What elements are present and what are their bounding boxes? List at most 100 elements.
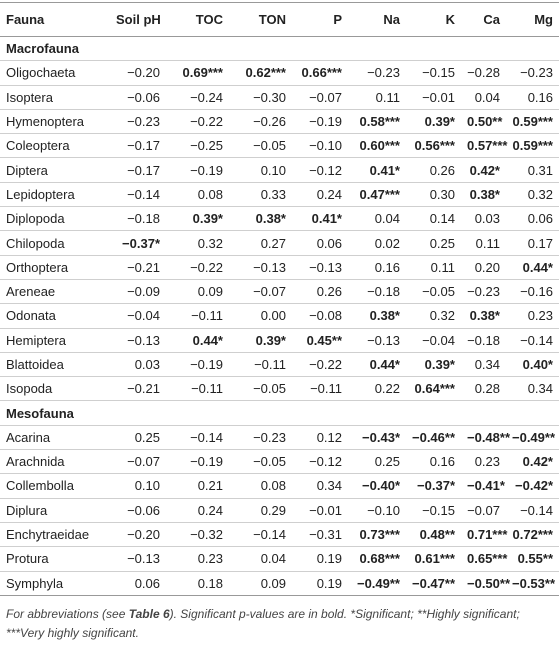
cell: 0.06	[110, 571, 166, 596]
cell: 0.11	[406, 255, 461, 280]
cell: 0.59***	[506, 133, 559, 159]
row-label: Areneae	[0, 279, 110, 305]
column-header: Mg	[506, 2, 559, 37]
row-label: Arachnida	[0, 449, 110, 475]
cell: 0.25	[110, 425, 166, 451]
data-row: Diptera −0.17 −0.19 0.10 −0.12 0.41* 0.26 0.42*…	[0, 157, 559, 183]
row-label: Isoptera	[0, 85, 110, 110]
data-row: Protura −0.13 0.23 0.04 0.19 0.68*** 0.61*** 0.…	[0, 546, 559, 572]
row-label: Isopoda	[0, 376, 110, 402]
footnote-text: For abbreviations (see	[6, 606, 129, 621]
cell: −0.23	[229, 425, 292, 451]
row-label: Oligochaeta	[0, 60, 110, 86]
cell: −0.47**	[406, 571, 461, 596]
cell: 0.44*	[166, 328, 229, 353]
cell: 0.10	[229, 157, 292, 183]
cell: 0.38*	[348, 303, 406, 329]
cell: −0.04	[406, 328, 461, 353]
cell: 0.23	[506, 303, 559, 329]
cell: −0.22	[166, 109, 229, 135]
cell: 0.69***	[166, 60, 229, 86]
cell: 0.44*	[348, 352, 406, 378]
cell: 0.42*	[461, 157, 506, 183]
cell: −0.10	[348, 498, 406, 523]
cell: 0.22	[348, 376, 406, 402]
cell: 0.04	[461, 85, 506, 110]
cell: 0.16	[348, 255, 406, 280]
column-header: P	[292, 2, 348, 37]
cell: −0.01	[292, 498, 348, 523]
cell: 0.66***	[292, 60, 348, 86]
data-row: Lepidoptera −0.14 0.08 0.33 0.24 0.47*** 0.30 0…	[0, 182, 559, 208]
cell: −0.31	[292, 522, 348, 548]
cell: 0.62***	[229, 60, 292, 86]
cell: 0.32	[506, 182, 559, 208]
row-label: Symphyla	[0, 571, 110, 596]
cell: 0.41*	[348, 157, 406, 183]
cell: 0.06	[506, 206, 559, 232]
data-row: Blattoidea 0.03 −0.19 −0.11 −0.22 0.44* 0.39* 0…	[0, 352, 559, 378]
cell: −0.17	[110, 133, 166, 159]
row-label: Hemiptera	[0, 328, 110, 353]
cell: −0.19	[292, 109, 348, 135]
cell: 0.32	[166, 230, 229, 256]
section-title: Macrofauna	[0, 36, 559, 62]
cell: −0.07	[110, 449, 166, 475]
cell: 0.16	[506, 85, 559, 110]
cell: 0.25	[406, 230, 461, 256]
cell: 0.50**	[461, 109, 506, 135]
data-row: Odonata −0.04 −0.11 0.00 −0.08 0.38* 0.32 0.38*…	[0, 303, 559, 329]
data-row: Symphyla 0.06 0.18 0.09 0.19 −0.49** −0.47** −0…	[0, 571, 559, 596]
cell: 0.73***	[348, 522, 406, 548]
cell: −0.23	[110, 109, 166, 135]
cell: −0.21	[110, 376, 166, 402]
cell: −0.43*	[348, 425, 406, 451]
cell: −0.12	[292, 449, 348, 475]
cell: −0.07	[292, 85, 348, 110]
row-label: Diptera	[0, 157, 110, 183]
data-row: Collembolla 0.10 0.21 0.08 0.34 −0.40* −0.37* −…	[0, 473, 559, 499]
cell: 0.04	[229, 546, 292, 572]
cell: −0.14	[110, 182, 166, 208]
cell: −0.06	[110, 498, 166, 523]
cell: −0.20	[110, 60, 166, 86]
data-table: Fauna Soil pH TOC TON P Na K Ca Mg Macrofauna Oli…	[0, 2, 559, 596]
cell: −0.07	[229, 279, 292, 305]
cell: 0.08	[166, 182, 229, 208]
cell: −0.16	[506, 279, 559, 305]
cell: −0.13	[110, 546, 166, 572]
cell: 0.26	[406, 157, 461, 183]
cell: −0.07	[461, 498, 506, 523]
cell: 0.06	[292, 230, 348, 256]
cell: −0.20	[110, 522, 166, 548]
cell: 0.03	[461, 206, 506, 232]
cell: 0.17	[506, 230, 559, 256]
cell: 0.59***	[506, 109, 559, 135]
cell: −0.05	[406, 279, 461, 305]
row-label: Diplura	[0, 498, 110, 523]
cell: 0.16	[406, 449, 461, 475]
cell: 0.09	[229, 571, 292, 596]
data-row: Diplura −0.06 0.24 0.29 −0.01 −0.10 −0.15 −0.07…	[0, 498, 559, 523]
row-label: Enchytraeidae	[0, 522, 110, 548]
data-row: Chilopoda −0.37* 0.32 0.27 0.06 0.02 0.25 0.11 0…	[0, 230, 559, 256]
cell: −0.53**	[506, 571, 559, 596]
cell: 0.64***	[406, 376, 461, 402]
cell: 0.08	[229, 473, 292, 499]
cell: 0.39*	[406, 352, 461, 378]
cell: 0.02	[348, 230, 406, 256]
cell: −0.11	[166, 376, 229, 402]
cell: −0.30	[229, 85, 292, 110]
cell: −0.18	[461, 328, 506, 353]
cell: 0.57***	[461, 133, 507, 159]
cell: 0.29	[229, 498, 292, 523]
cell: −0.13	[292, 255, 348, 280]
cell: −0.19	[166, 352, 229, 378]
cell: −0.23	[461, 279, 506, 305]
cell: −0.14	[506, 328, 559, 353]
cell: 0.32	[406, 303, 461, 329]
data-row: Areneae −0.09 0.09 −0.07 0.26 −0.18 −0.05 −0.23…	[0, 279, 559, 305]
cell: −0.24	[166, 85, 229, 110]
cell: 0.03	[110, 352, 166, 378]
cell: 0.30	[406, 182, 461, 208]
